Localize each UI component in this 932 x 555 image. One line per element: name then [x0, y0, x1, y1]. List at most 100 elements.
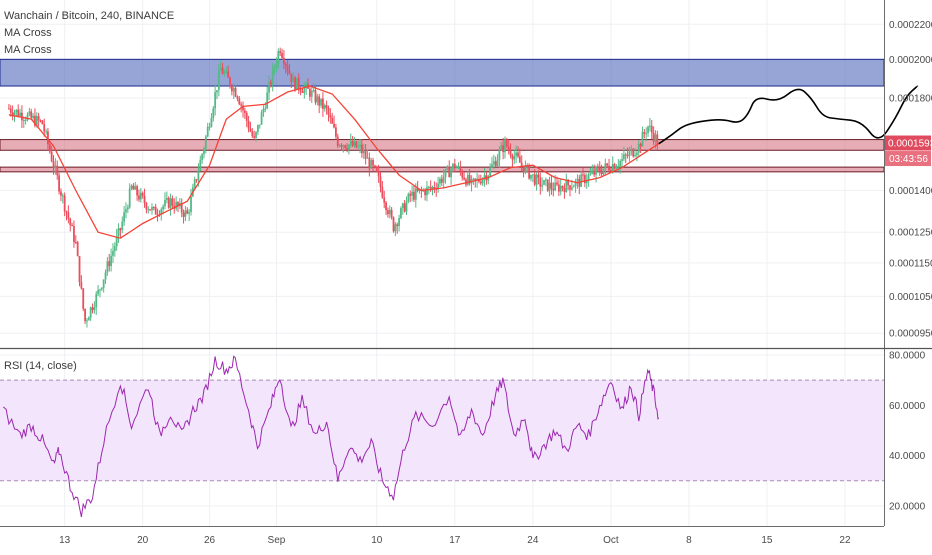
symbol-legend: Wanchain / Bitcoin, 240, BINANCE	[4, 10, 175, 22]
candle-body	[87, 317, 90, 321]
ma-cross-line	[8, 85, 660, 239]
ma-cross-legend-2: MA Cross	[4, 44, 52, 56]
candle-body	[229, 77, 231, 87]
candle-body	[414, 188, 417, 200]
last-price-text: 0.0001593	[888, 139, 932, 150]
candle-body	[494, 161, 497, 166]
x-tick-label: 24	[527, 535, 539, 546]
x-tick-label: 17	[449, 535, 461, 546]
candle-body	[217, 70, 220, 91]
candle-body	[167, 197, 170, 208]
candle-body	[346, 147, 348, 150]
candle-body	[236, 96, 239, 99]
candle-body	[405, 201, 408, 212]
candle-body	[91, 307, 94, 310]
candle-body	[426, 187, 428, 196]
candle-body	[626, 155, 629, 157]
candle-body	[288, 70, 291, 74]
candle-body	[481, 178, 484, 184]
x-tick-label: Sep	[268, 535, 286, 546]
support-zone	[0, 166, 885, 173]
candle-body	[439, 178, 441, 184]
candle-body	[165, 197, 168, 200]
candle-body	[143, 195, 146, 204]
candle-body	[84, 308, 86, 322]
ma-cross-legend-1: MA Cross	[4, 27, 52, 39]
candle-body	[175, 202, 178, 209]
candle-body	[613, 164, 616, 169]
candle-body	[492, 161, 495, 165]
rsi-tick-label: 40.0000	[889, 451, 926, 462]
candle-body	[348, 144, 350, 150]
candle-body	[392, 217, 395, 232]
candle-body	[242, 105, 244, 111]
price-tick-label: 0.0002200	[889, 20, 932, 31]
candle-body	[455, 167, 458, 169]
candle-body	[234, 87, 237, 97]
candle-body	[282, 57, 285, 64]
candle-body	[76, 242, 79, 257]
candle-body	[381, 186, 384, 198]
candle-body	[591, 170, 594, 174]
candle-body	[271, 68, 274, 85]
candle-body	[56, 165, 59, 176]
candle-body	[149, 209, 152, 211]
candle-body	[331, 117, 334, 124]
candle-body	[21, 112, 23, 121]
candle-body	[649, 125, 651, 127]
candle-body	[78, 256, 81, 282]
candle-body	[472, 178, 475, 180]
candle-body	[275, 63, 278, 68]
candle-body	[418, 189, 421, 191]
candle-body	[182, 212, 185, 217]
candle-body	[9, 108, 12, 113]
candle-body	[413, 191, 415, 200]
candle-body	[362, 151, 365, 154]
candle-body	[247, 120, 250, 129]
candle-body	[513, 155, 516, 160]
candle-body	[268, 82, 270, 93]
candle-body	[400, 208, 402, 219]
candle-body	[600, 171, 603, 175]
candle-body	[119, 228, 122, 231]
candle-body	[483, 175, 486, 179]
price-tick-label: 0.0001150	[889, 258, 932, 269]
candle-body	[342, 145, 345, 147]
candle-body	[522, 165, 525, 173]
candle-body	[359, 144, 361, 147]
candle-body	[297, 77, 300, 89]
candle-body	[459, 166, 462, 172]
candle-body	[587, 174, 590, 181]
candle-body	[533, 174, 536, 185]
x-tick-label: 15	[761, 535, 773, 546]
candle-body	[556, 182, 558, 185]
candle-body	[377, 171, 380, 177]
candle-body	[273, 67, 276, 69]
candle-body	[130, 185, 133, 189]
candle-body	[448, 166, 451, 178]
candle-body	[290, 73, 293, 82]
candle-body	[136, 186, 139, 196]
candle-body	[193, 179, 196, 188]
candle-body	[295, 77, 298, 90]
candle-body	[509, 149, 512, 156]
candle-body	[517, 152, 519, 157]
candle-body	[125, 209, 127, 213]
candle-body	[197, 171, 200, 180]
candle-body	[572, 186, 575, 188]
candle-body	[188, 211, 191, 214]
candle-body	[489, 167, 492, 176]
candle-body	[169, 198, 172, 208]
candle-body	[582, 174, 584, 176]
candle-body	[35, 116, 38, 126]
candle-body	[152, 207, 155, 209]
price-tick-label: 0.0001250	[889, 228, 932, 239]
candle-body	[74, 242, 77, 244]
candle-body	[518, 156, 521, 163]
candle-body	[32, 115, 34, 118]
candle-body	[310, 90, 313, 97]
candle-body	[245, 112, 248, 121]
candle-body	[82, 288, 85, 309]
candle-body	[223, 72, 226, 74]
candle-body	[652, 132, 655, 142]
